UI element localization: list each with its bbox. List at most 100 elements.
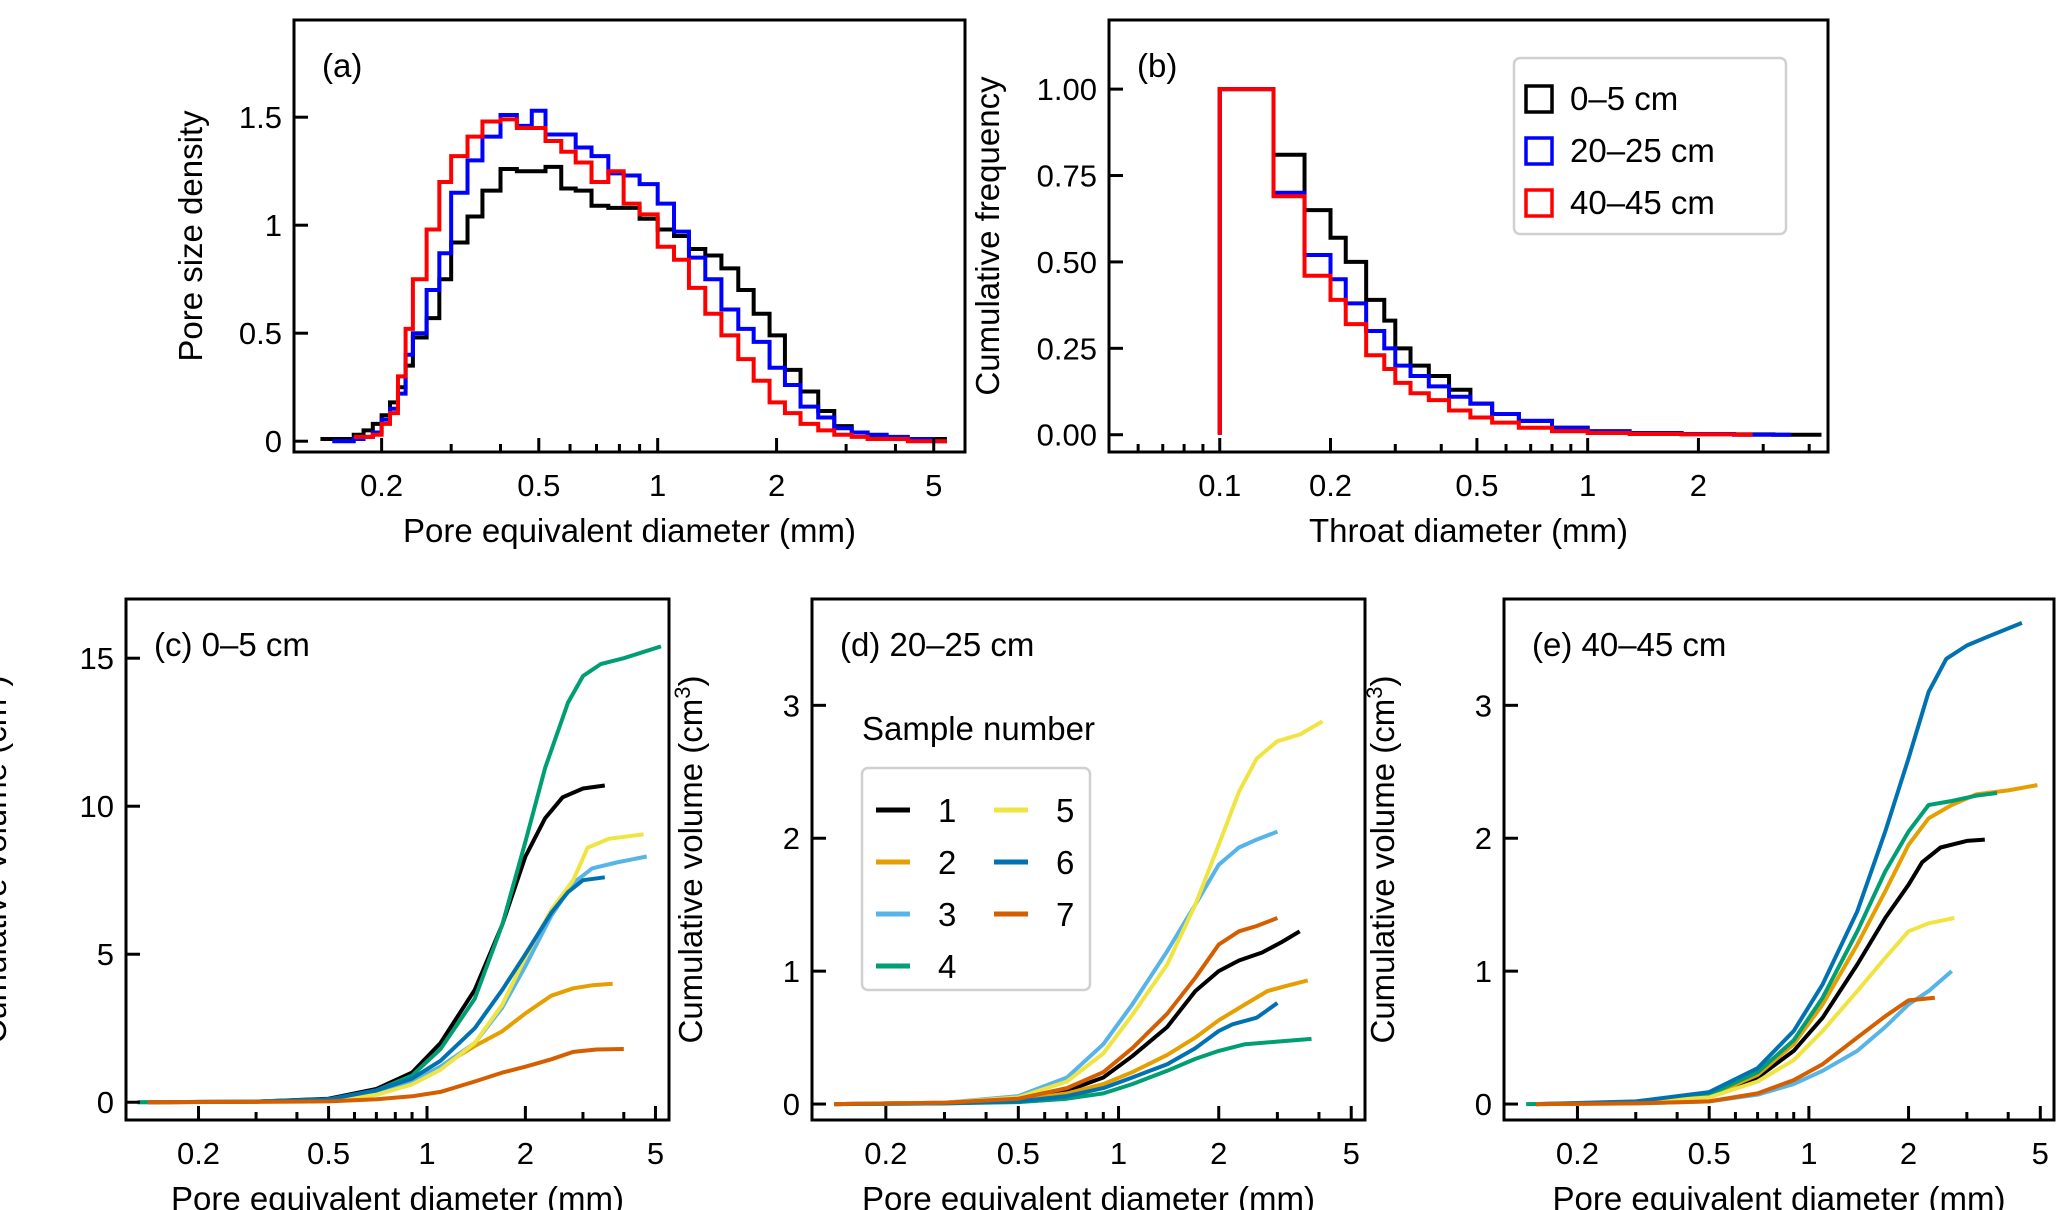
x-tick-label: 1	[418, 1136, 435, 1171]
y-tick-label: 0	[783, 1087, 800, 1122]
panel-label: (e) 40–45 cm	[1532, 626, 1726, 663]
legend-swatch	[1524, 188, 1554, 218]
y-tick-label: 0	[97, 1085, 114, 1120]
legend-label: 3	[938, 896, 956, 933]
legend-box	[860, 766, 1092, 992]
x-axis-label: Pore equivalent diameter (mm)	[1552, 1180, 2005, 1210]
y-tick-label: 0.25	[1037, 331, 1097, 366]
legend-label: 40–45 cm	[1570, 184, 1715, 221]
x-tick-label: 5	[1343, 1136, 1360, 1171]
series-line-d-5	[834, 719, 1324, 1107]
y-tick-label: 2	[783, 821, 800, 856]
x-tick-label: 0.5	[517, 468, 560, 503]
series-line-e-7	[1536, 995, 1936, 1107]
x-tick-label: 2	[1900, 1136, 1917, 1171]
panel-label: (c) 0–5 cm	[154, 626, 310, 663]
x-tick-label: 2	[1690, 468, 1707, 503]
y-tick-label: 1.00	[1037, 72, 1097, 107]
legend-box	[1512, 56, 1788, 236]
x-axis-label: Throat diameter (mm)	[1309, 512, 1628, 549]
x-tick-label: 1	[1579, 468, 1596, 503]
y-axis-label: Cumulative volume (cm3)	[1362, 675, 1401, 1043]
x-axis-label: Pore equivalent diameter (mm)	[403, 512, 856, 549]
x-tick-label: 5	[647, 1136, 664, 1171]
series-line-c-5	[147, 832, 644, 1105]
y-tick-label: 0.00	[1037, 418, 1097, 453]
panel-d: 0 1 2 3 0.2 0.5 1 2 5 Pore equivalent diameter (m…	[670, 597, 1367, 1210]
superscript: 3	[670, 686, 695, 698]
paren: )	[1364, 675, 1401, 686]
x-tick-label: 0.2	[864, 1136, 907, 1171]
x-tick-label: 1	[1800, 1136, 1817, 1171]
y-tick-label: 15	[80, 641, 114, 676]
legend-label: 0–5 cm	[1570, 80, 1678, 117]
y-tick-label: 1	[783, 954, 800, 989]
series-line-d-6	[834, 1001, 1279, 1107]
legend-swatch	[1524, 84, 1554, 114]
x-tick-label: 0.5	[307, 1136, 350, 1171]
y-tick-label: 1.5	[239, 100, 282, 135]
plot-frame	[810, 597, 1367, 1122]
legend-title: Sample number	[862, 710, 1095, 747]
series-line-c-6	[147, 875, 606, 1105]
y-tick-label: 3	[783, 688, 800, 723]
y-tick-label: 10	[80, 789, 114, 824]
y-tick-label: 0.75	[1037, 159, 1097, 194]
y-tick-label: 0.5	[239, 316, 282, 351]
panel-label: (d) 20–25 cm	[840, 626, 1034, 663]
plot-frame	[1502, 597, 2056, 1122]
legend-label: 1	[938, 792, 956, 829]
legend-label: 7	[1056, 896, 1074, 933]
series-line-a-2	[332, 108, 947, 444]
x-tick-label: 0.2	[1556, 1136, 1599, 1171]
y-tick-label: 1	[1475, 954, 1492, 989]
y-tick-label: 0	[265, 424, 282, 459]
y-tick-label: 5	[97, 937, 114, 972]
superscript: 3	[1362, 686, 1387, 698]
panel-b: 0.00 0.25 0.50 0.75 1.00 0.1 0.2 0.5 1 2 Throat di…	[969, 18, 1830, 549]
panel-c: 0 5 10 15 0.2 0.5 1 2 5 Pore equivalent diameter …	[0, 597, 671, 1210]
plot-frame	[1107, 18, 1830, 454]
series-line-c-2	[147, 981, 613, 1105]
x-tick-label: 0.5	[997, 1136, 1040, 1171]
x-tick-label: 0.1	[1198, 468, 1241, 503]
legend-label: 6	[1056, 844, 1074, 881]
legend-swatch	[1524, 136, 1554, 166]
series-line-c-7	[147, 1047, 624, 1105]
x-tick-label: 2	[517, 1136, 534, 1171]
y-tick-label: 0.50	[1037, 245, 1097, 280]
x-tick-label: 0.5	[1688, 1136, 1731, 1171]
series-line-e-5	[1536, 916, 1955, 1107]
x-tick-label: 5	[925, 468, 942, 503]
legend-label: 2	[938, 844, 956, 881]
x-tick-label: 0.2	[177, 1136, 220, 1171]
series-line-a-3	[353, 117, 947, 444]
x-tick-label: 0.5	[1455, 468, 1498, 503]
y-axis-label: Pore size density	[172, 110, 209, 362]
paren: )	[0, 675, 13, 686]
paren: )	[672, 675, 709, 686]
x-axis-label: Pore equivalent diameter (mm)	[862, 1180, 1315, 1210]
series-line-e-4	[1526, 791, 1998, 1107]
y-axis-label: Cumulative volume (cm3)	[0, 675, 13, 1043]
legend-label: 5	[1056, 792, 1074, 829]
plot-frame	[292, 18, 967, 454]
y-axis-label: Cumulative volume (cm3)	[670, 675, 709, 1043]
y-tick-label: 2	[1475, 821, 1492, 856]
x-tick-label: 1	[649, 468, 666, 503]
legend-label: 4	[938, 948, 956, 985]
y-tick-label: 0	[1475, 1087, 1492, 1122]
panel-label: (a)	[322, 47, 362, 84]
plot-frame	[124, 597, 671, 1122]
panel-a: 0 0.5 1 1.5 0.2 0.5 1 2 5 Pore equivalent diamete…	[172, 18, 967, 549]
series-line-e-6	[1536, 621, 2023, 1107]
y-tick-label: 3	[1475, 688, 1492, 723]
x-tick-label: 1	[1110, 1136, 1127, 1171]
x-tick-label: 0.2	[360, 468, 403, 503]
x-tick-label: 2	[768, 468, 785, 503]
y-tick-label: 1	[265, 208, 282, 243]
series-line-c-3	[137, 854, 648, 1105]
x-tick-label: 0.2	[1309, 468, 1352, 503]
legend-label: 20–25 cm	[1570, 132, 1715, 169]
